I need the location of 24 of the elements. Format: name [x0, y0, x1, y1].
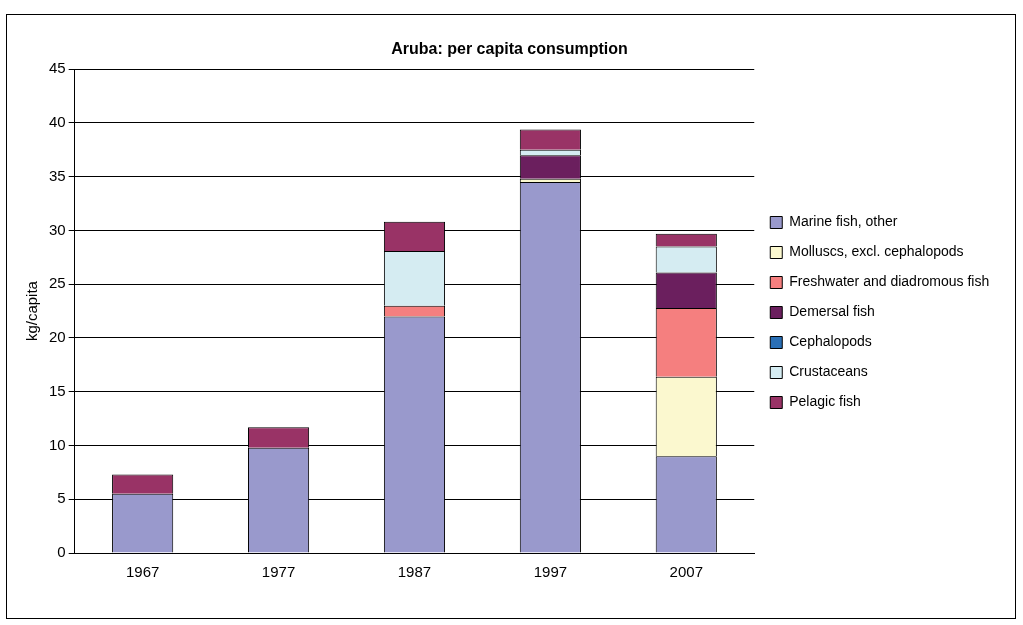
- legend-label: Pelagic fish: [789, 393, 861, 410]
- y-tick-label: 45: [49, 59, 66, 77]
- y-tick-label: 15: [49, 381, 66, 399]
- legend-label: Freshwater and diadromous fish: [789, 273, 990, 290]
- y-tick-label: 10: [49, 435, 66, 453]
- x-tick-label: 1987: [397, 563, 432, 581]
- x-tick-label: 1977: [261, 563, 296, 581]
- legend-label: Demersal fish: [789, 303, 875, 320]
- y-tick-label: 35: [49, 166, 66, 184]
- x-tick-label: 1997: [533, 563, 568, 581]
- x-tick-label: 2007: [669, 563, 703, 581]
- chart-title: Aruba: per capita consumption: [391, 40, 628, 58]
- y-tick-label: 30: [49, 220, 66, 238]
- y-tick-label: 25: [49, 274, 66, 292]
- y-tick-label: 5: [57, 489, 66, 507]
- x-tick-label: 1967: [125, 563, 160, 581]
- legend-label: Cephalopods: [789, 333, 872, 350]
- y-tick-label: 20: [49, 328, 66, 346]
- legend-label: Molluscs, excl. cephalopods: [789, 243, 964, 260]
- legend-label: Crustaceans: [789, 363, 868, 380]
- y-axis-title: kg/capita: [23, 280, 41, 342]
- y-tick-label: 0: [57, 543, 66, 561]
- y-tick-label: 40: [49, 113, 66, 131]
- legend-label: Marine fish, other: [789, 213, 898, 230]
